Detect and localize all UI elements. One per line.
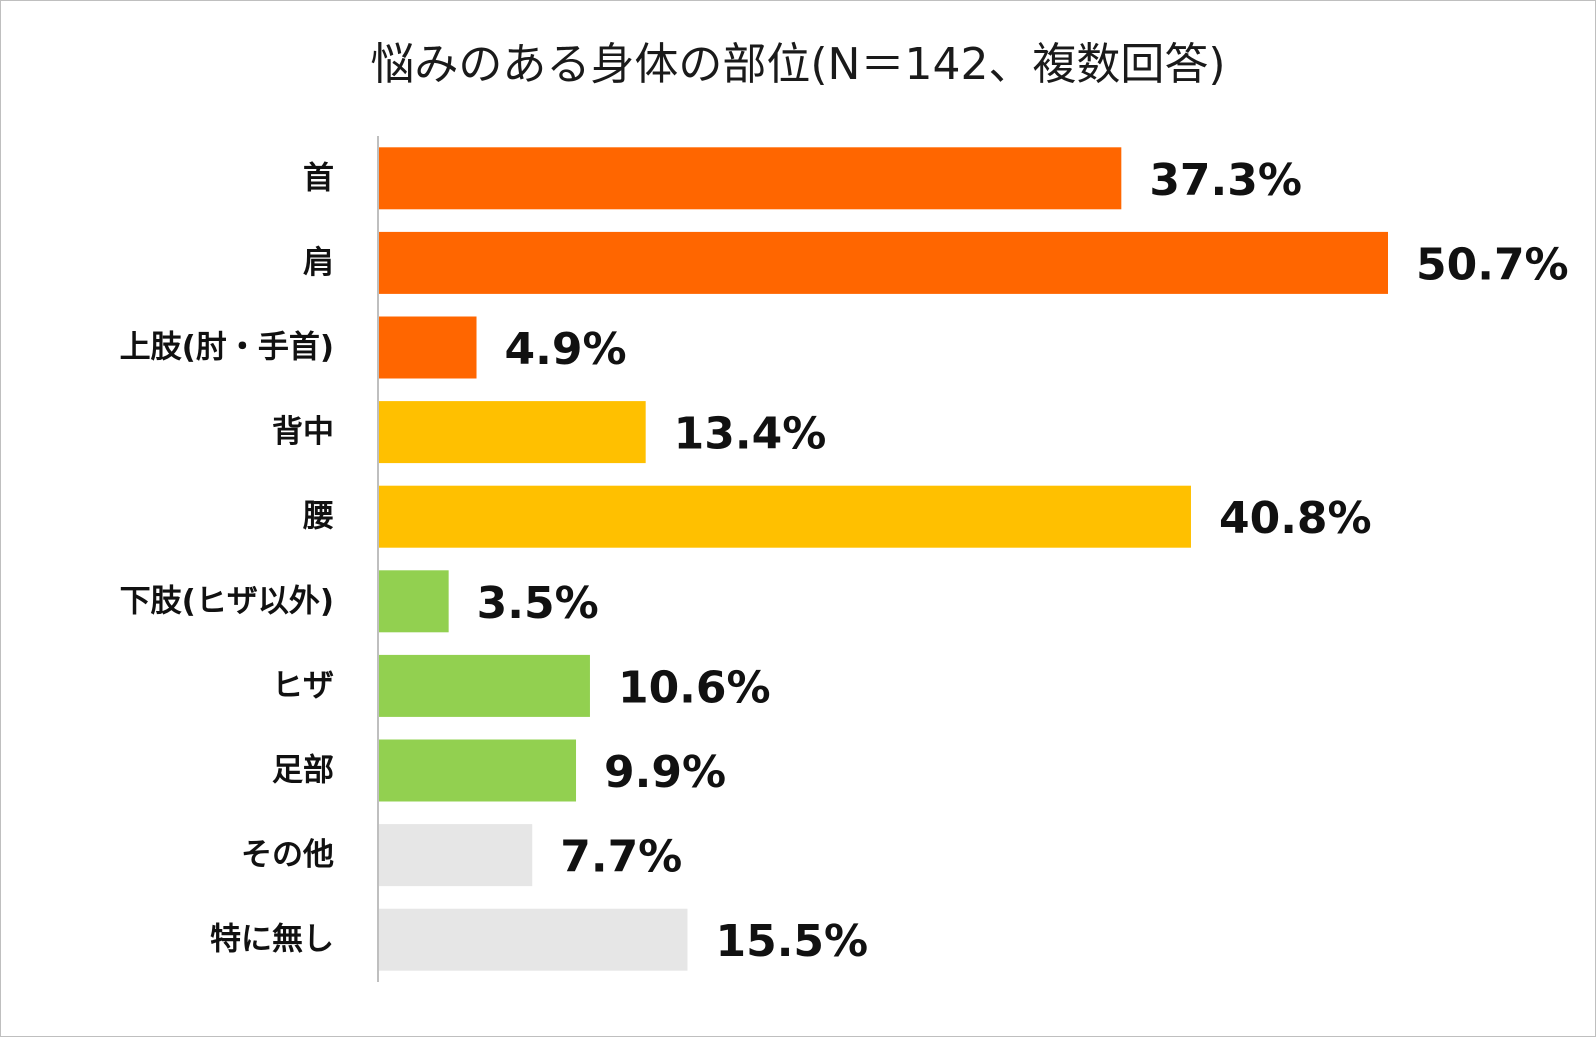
category-label-3: 背中 bbox=[272, 414, 334, 450]
category-label-9: 特に無し bbox=[210, 922, 334, 958]
value-label-9: 15.5% bbox=[715, 916, 868, 967]
bar-4 bbox=[379, 485, 1191, 548]
value-label-4: 40.8% bbox=[1219, 493, 1372, 544]
bar-8 bbox=[379, 824, 533, 887]
value-label-8: 7.7% bbox=[560, 832, 682, 883]
category-label-4: 腰 bbox=[303, 499, 334, 535]
bar-2 bbox=[379, 316, 477, 379]
category-label-0: 首 bbox=[303, 160, 334, 196]
value-label-0: 37.3% bbox=[1149, 155, 1302, 206]
bar-9 bbox=[379, 908, 688, 971]
value-label-3: 13.4% bbox=[674, 409, 827, 460]
category-label-6: ヒザ bbox=[272, 668, 334, 704]
bar-1 bbox=[379, 231, 1388, 294]
value-label-7: 9.9% bbox=[604, 747, 726, 798]
value-label-1: 50.7% bbox=[1416, 239, 1569, 290]
value-label-2: 4.9% bbox=[505, 324, 627, 375]
category-label-8: その他 bbox=[241, 837, 334, 873]
category-label-1: 肩 bbox=[303, 245, 334, 281]
category-label-2: 上肢(肘・手首) bbox=[120, 330, 334, 366]
bar-7 bbox=[379, 739, 577, 802]
bar-6 bbox=[379, 654, 590, 717]
value-label-6: 10.6% bbox=[618, 662, 771, 713]
category-label-7: 足部 bbox=[272, 753, 334, 789]
bar-5 bbox=[379, 570, 449, 633]
bar-0 bbox=[379, 147, 1122, 210]
chart-title: 悩みのある身体の部位(N＝142、複数回答) bbox=[370, 39, 1226, 90]
value-label-5: 3.5% bbox=[477, 578, 599, 629]
bar-3 bbox=[379, 401, 646, 464]
category-label-5: 下肢(ヒザ以外) bbox=[120, 583, 334, 619]
